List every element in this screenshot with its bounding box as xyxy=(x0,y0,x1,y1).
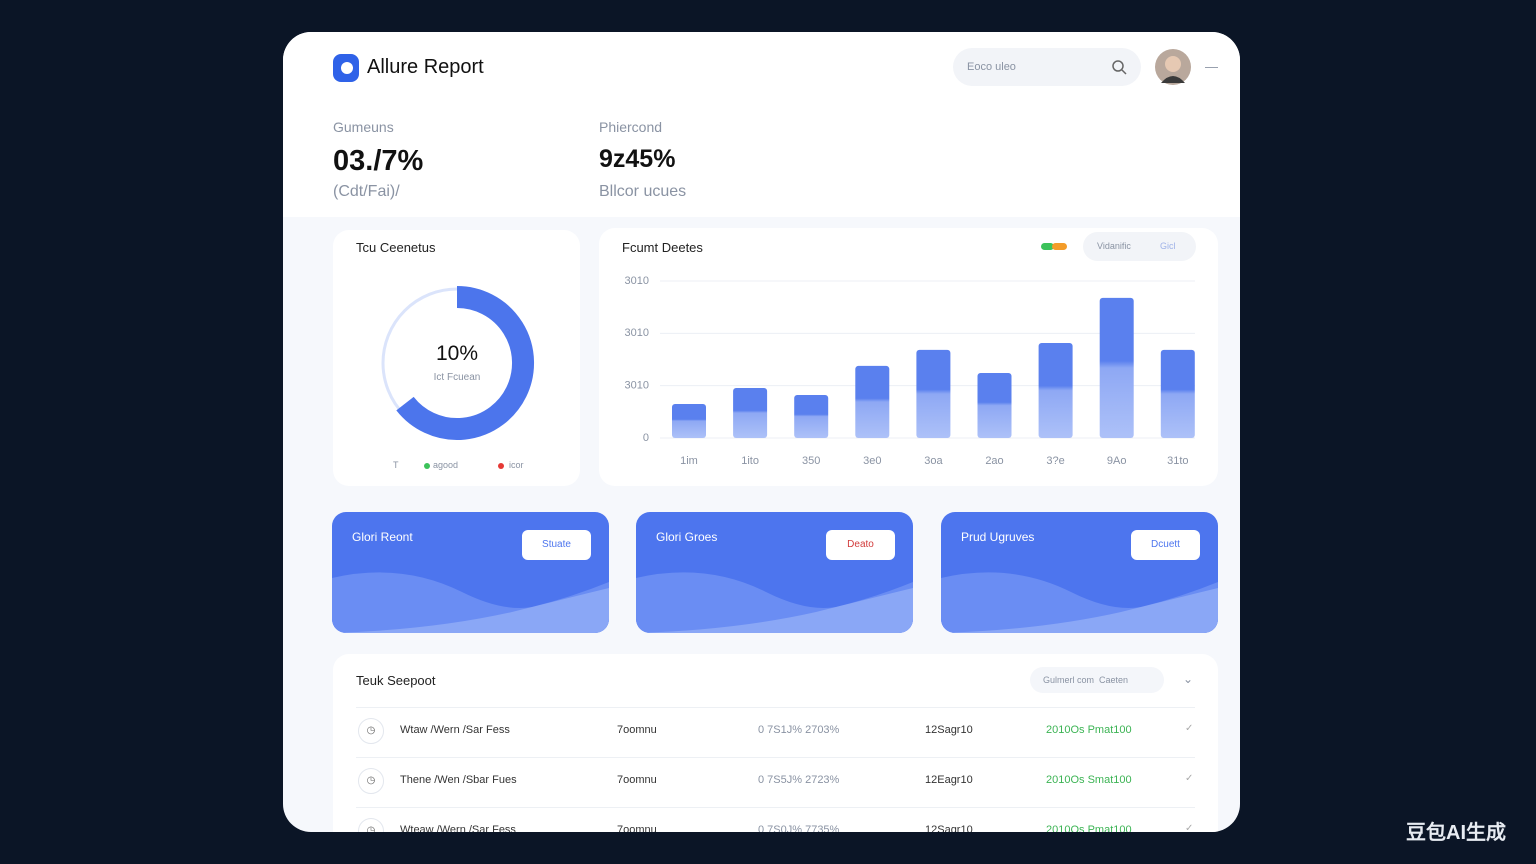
chevron[interactable]: ⌄ xyxy=(1183,672,1194,686)
wave-shape xyxy=(941,588,1218,633)
table-cell: 7oomnu xyxy=(617,774,657,786)
wave-shape xyxy=(636,588,913,633)
y-tick-label: 0 xyxy=(643,432,649,444)
bar xyxy=(1038,342,1073,438)
report-title: Prud Ugruves xyxy=(961,530,1035,544)
panel-title: Tcu Ceenetus xyxy=(356,240,436,255)
report-button[interactable]: Stuate xyxy=(522,530,591,560)
stat-value: 9z45% xyxy=(599,145,676,173)
x-tick-label: 1im xyxy=(680,455,698,467)
bar xyxy=(916,349,951,438)
dashboard-card: Allure Report Eoco uleo — Gumeuns 03./7%… xyxy=(283,32,1240,832)
panel-title: Fcumt Deetes xyxy=(622,240,703,255)
x-tick-label: 1ito xyxy=(741,455,759,467)
bar xyxy=(794,394,829,438)
x-tick-label: 3?e xyxy=(1046,455,1064,467)
search-box[interactable] xyxy=(953,48,1141,86)
stat-label: Phiercond xyxy=(599,119,663,135)
stat-sub: Bllcor ucues xyxy=(599,183,687,200)
x-tick-label: 350 xyxy=(802,455,820,467)
report-card: Prud Ugruves Dcuett xyxy=(941,512,1218,633)
donut-label: Ict Fcuean xyxy=(433,372,481,383)
wave xyxy=(636,572,913,633)
bar xyxy=(733,387,768,438)
legend-text: agood xyxy=(433,460,459,470)
report-button[interactable]: Deato xyxy=(826,530,895,560)
row-divider xyxy=(356,757,1195,758)
stat-value: 03./7% xyxy=(333,145,424,177)
stat-label: Gumeuns xyxy=(333,119,394,135)
wave xyxy=(941,572,1218,633)
donut-value: 10% xyxy=(435,342,479,365)
row-divider xyxy=(356,807,1195,808)
report-button[interactable]: Dcuett xyxy=(1131,530,1200,560)
table-cell: 2010Os Pmat100 xyxy=(1046,824,1132,832)
table-cell: 0 7S1J% 2703% xyxy=(758,724,840,736)
table-cell: 0 7S5J% 2723% xyxy=(758,774,840,786)
panel-title: Teuk Seepoot xyxy=(356,673,436,688)
legend-swatch xyxy=(1041,243,1067,250)
table-cell: 7oomnu xyxy=(617,724,657,736)
logo xyxy=(333,54,359,82)
y-tick-label: 3010 xyxy=(625,380,649,392)
row-check[interactable]: ✓ xyxy=(1185,773,1194,784)
y-tick-label: 3010 xyxy=(625,275,649,287)
x-tick-label: 3oa xyxy=(924,455,943,467)
table-cell: 7oomnu xyxy=(617,824,657,832)
legend-text: icor xyxy=(509,460,524,470)
report-title: Glori Groes xyxy=(656,530,718,544)
table-cell: 0 7S0J% 7735% xyxy=(758,824,840,832)
x-tick-label: 3e0 xyxy=(863,455,881,467)
bar xyxy=(672,403,706,438)
report-title: Glori Reont xyxy=(352,530,413,544)
y-tick-label: 3010 xyxy=(625,327,649,339)
filter-text: Gulmerl com Caeten xyxy=(1043,675,1129,685)
row-icon: ◷ xyxy=(358,718,384,744)
table-cell: 2010Os Smat100 xyxy=(1046,774,1132,786)
table-cell: 12Eagr10 xyxy=(925,774,973,786)
bar xyxy=(1099,297,1134,438)
report-card: Glori Reont Stuate xyxy=(332,512,609,633)
bar-chart: 0 3010 3010 3010 1im 1ito 350 3e0 3oa 2ao 3?e 9Ao 31… xyxy=(625,275,1195,467)
stat-sub: (Cdt/Fai)/ xyxy=(333,183,400,200)
toggle-option[interactable]: Gicl xyxy=(1160,241,1176,251)
wave-shape xyxy=(332,588,609,633)
table-cell: Thene /Wen /Sbar Fues xyxy=(400,774,517,786)
table-cell: 12Sagr10 xyxy=(925,824,973,832)
row-check[interactable]: ✓ xyxy=(1185,723,1194,734)
x-tick-label: 31to xyxy=(1167,455,1188,467)
search-placeholder: Eoco uleo xyxy=(967,61,1016,73)
app-title: Allure Report xyxy=(367,56,484,78)
table-cell: Wtaw /Wern /Sar Fess xyxy=(400,724,510,736)
row-icon: ◷ xyxy=(358,768,384,794)
toggle-option[interactable]: Vidanific xyxy=(1097,241,1131,251)
bar xyxy=(855,365,890,438)
x-tick-label: 9Ao xyxy=(1107,455,1127,467)
filter[interactable] xyxy=(1030,667,1164,693)
bar xyxy=(977,372,1012,438)
search-icon[interactable] xyxy=(1111,59,1127,75)
wave xyxy=(332,572,609,633)
table-cell: 2010Os Pmat100 xyxy=(1046,724,1132,736)
x-tick-label: 2ao xyxy=(985,455,1003,467)
toggle[interactable] xyxy=(1083,232,1196,261)
table-cell: 12Sagr10 xyxy=(925,724,973,736)
report-card: Glori Groes Deato xyxy=(636,512,913,633)
table-cell: Wteaw /Wern /Sar Fess xyxy=(400,824,516,832)
status-panel xyxy=(333,230,580,486)
row-check[interactable]: ✓ xyxy=(1185,823,1194,832)
avatar[interactable] xyxy=(1155,49,1191,85)
legend-text: T xyxy=(393,460,399,470)
donut xyxy=(381,286,534,469)
bar xyxy=(1160,349,1195,438)
watermark: 豆包AI生成 xyxy=(1406,822,1506,844)
menu-button[interactable]: — xyxy=(1205,59,1218,74)
row-divider xyxy=(356,707,1195,708)
